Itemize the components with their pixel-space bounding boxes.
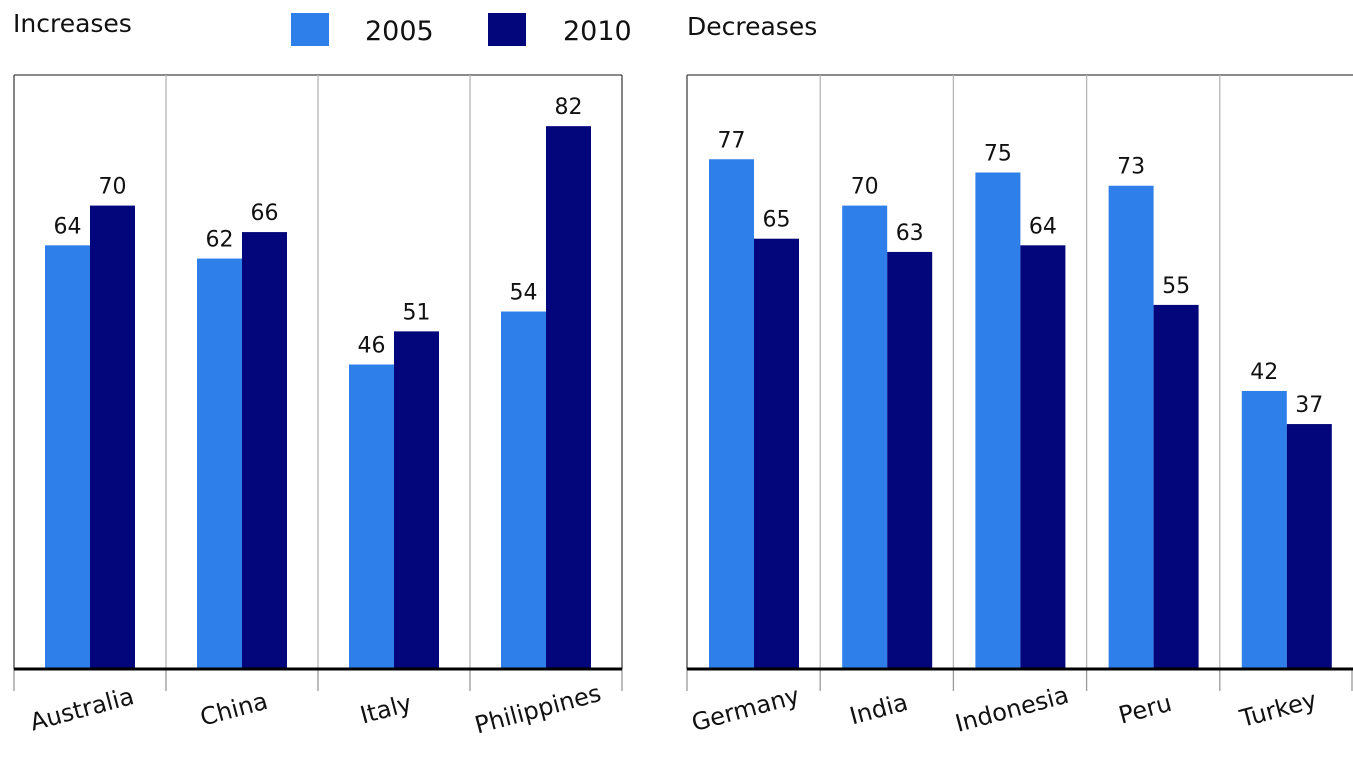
data-label-2005-germany: 77 xyxy=(718,128,746,153)
data-label-2005-turkey: 42 xyxy=(1250,360,1278,385)
category-label-indonesia: Indonesia xyxy=(952,681,1071,738)
legend-label-2010: 2010 xyxy=(563,16,632,47)
bar-2010-india xyxy=(887,251,933,669)
category-label-india: India xyxy=(847,688,911,730)
bar-2005-germany xyxy=(709,159,754,669)
data-label-2005-india: 70 xyxy=(851,175,879,200)
increases-panel: 64 70 Australia 62 66 China 46 51 Italy 54 82 Phili… xyxy=(13,74,623,740)
data-label-2010-china: 66 xyxy=(251,201,279,226)
bar-2005-philippines xyxy=(501,311,546,669)
bar-2005-turkey xyxy=(1241,390,1287,669)
data-label-2005-peru: 73 xyxy=(1117,155,1145,180)
category-label-china: China xyxy=(197,687,270,732)
bar-2010-italy xyxy=(394,331,439,669)
increases-panel-title: Increases xyxy=(13,9,132,38)
data-label-2010-italy: 51 xyxy=(403,300,431,325)
data-label-2005-australia: 64 xyxy=(54,214,82,239)
data-label-2010-australia: 70 xyxy=(99,175,127,200)
category-label-peru: Peru xyxy=(1116,689,1175,730)
bar-2005-italy xyxy=(349,364,394,669)
bar-2010-germany xyxy=(754,238,799,669)
category-label-germany: Germany xyxy=(689,681,803,737)
bar-2005-indonesia xyxy=(975,172,1021,669)
data-label-2005-china: 62 xyxy=(206,228,234,253)
data-label-2010-turkey: 37 xyxy=(1295,393,1323,418)
category-label-italy: Italy xyxy=(357,689,415,730)
data-label-2010-philippines: 82 xyxy=(555,95,583,120)
decreases-panel: 77 65 Germany 70 63 India 75 64 Indonesia 73 55 Per… xyxy=(686,74,1353,738)
data-label-2005-italy: 46 xyxy=(358,333,386,358)
data-label-2005-philippines: 54 xyxy=(510,281,538,306)
category-label-australia: Australia xyxy=(27,682,137,737)
bar-2010-philippines xyxy=(546,126,591,669)
bar-2010-australia xyxy=(90,205,135,669)
bar-2010-china xyxy=(242,232,287,669)
data-label-2010-germany: 65 xyxy=(763,208,791,233)
bar-2005-china xyxy=(197,258,242,669)
bar-2005-peru xyxy=(1108,185,1154,670)
data-label-2010-peru: 55 xyxy=(1162,274,1190,299)
category-label-philippines: Philippines xyxy=(472,679,604,740)
data-label-2005-indonesia: 75 xyxy=(984,142,1012,167)
category-label-turkey: Turkey xyxy=(1236,686,1320,734)
bar-2010-peru xyxy=(1153,304,1199,669)
decreases-panel-title: Decreases xyxy=(687,12,817,41)
bar-2005-australia xyxy=(45,245,90,669)
bar-2005-india xyxy=(842,205,888,669)
data-label-2010-indonesia: 64 xyxy=(1029,214,1057,239)
data-label-2010-india: 63 xyxy=(896,221,924,246)
bar-2010-indonesia xyxy=(1020,245,1066,669)
legend-label-2005: 2005 xyxy=(365,16,434,47)
legend-swatch-2010 xyxy=(488,13,526,46)
legend-swatch-2005 xyxy=(291,13,329,46)
bar-2010-turkey xyxy=(1286,424,1332,669)
